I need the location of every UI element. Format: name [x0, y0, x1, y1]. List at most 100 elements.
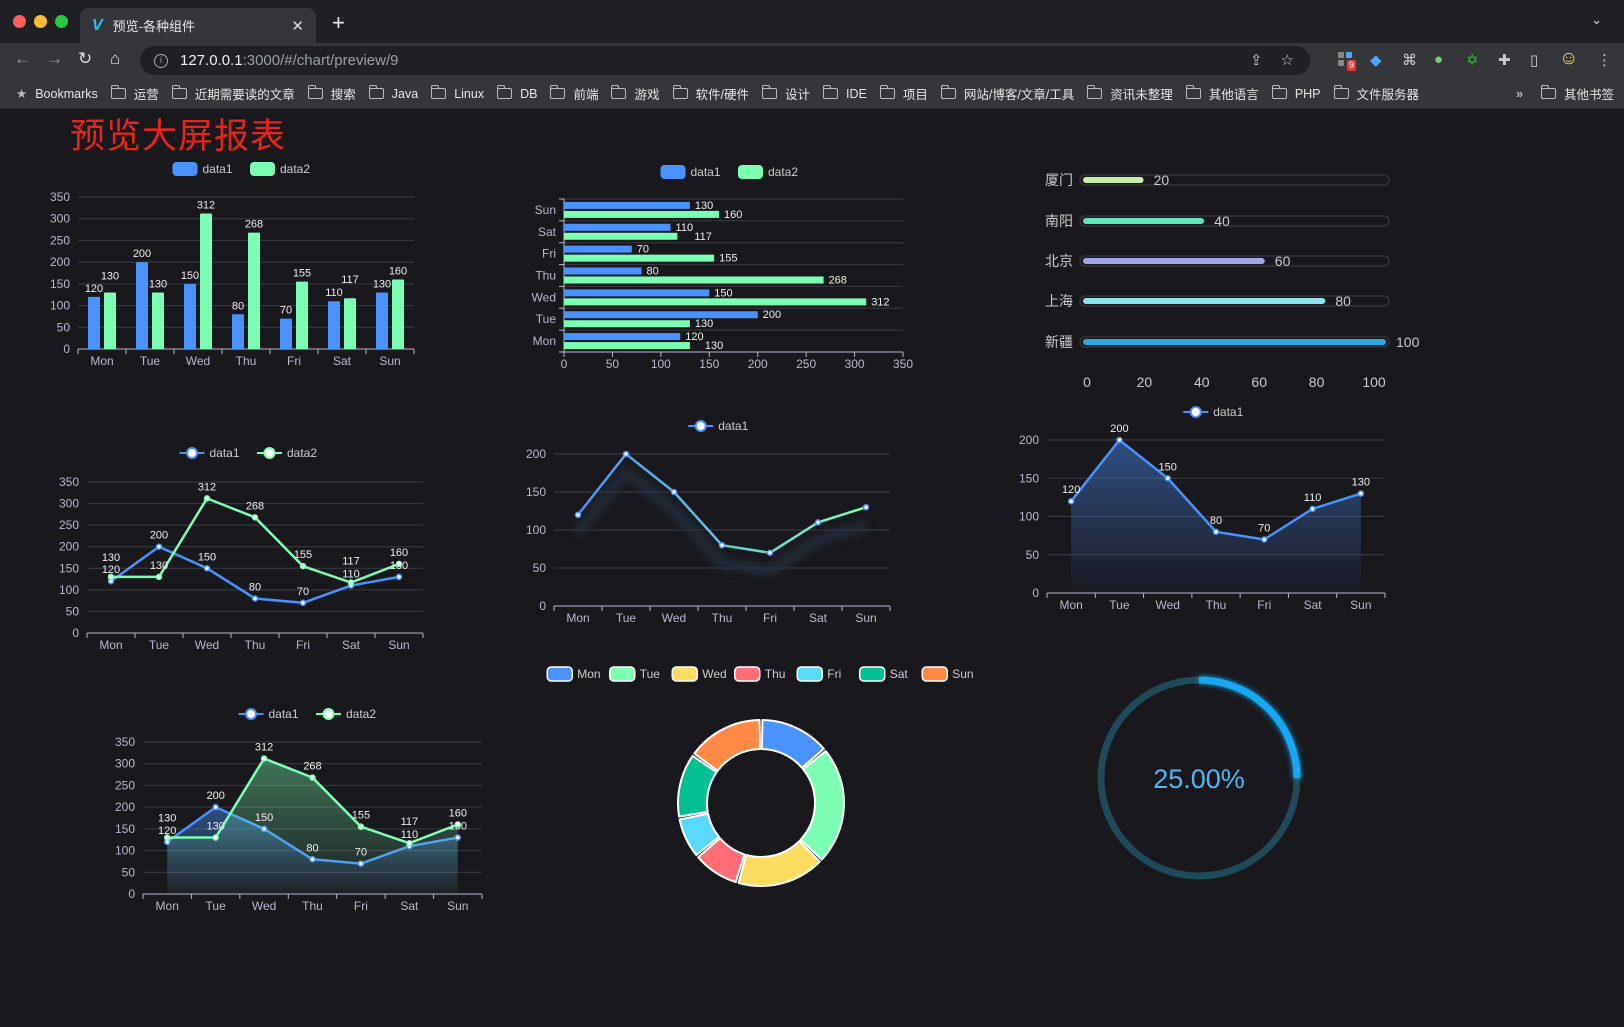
- legend-item[interactable]: Thu: [734, 666, 786, 682]
- bookmark-folder[interactable]: 近期需要读的文章: [171, 84, 295, 103]
- bookmark-folder[interactable]: 网站/博客/文章/工具: [940, 84, 1074, 103]
- site-info-icon[interactable]: i: [154, 53, 168, 68]
- legend-item[interactable]: data1: [179, 446, 240, 460]
- command-extension-icon[interactable]: ⌘: [1402, 52, 1417, 69]
- data-label: 150: [255, 812, 273, 824]
- bookmarks-overflow-button[interactable]: »: [1516, 86, 1523, 101]
- star-extension-icon[interactable]: ✡: [1466, 52, 1479, 69]
- x-tick-label: 150: [699, 357, 719, 371]
- forward-icon[interactable]: →: [46, 49, 63, 68]
- bookmark-folder[interactable]: DB: [497, 84, 537, 103]
- x-tick-label: Thu: [302, 899, 323, 913]
- legend-item[interactable]: data2: [316, 707, 376, 721]
- folder-icon: [1271, 85, 1287, 99]
- profile-avatar[interactable]: ☺: [1559, 48, 1579, 69]
- y-tick-label: 200: [526, 447, 546, 461]
- legend-item[interactable]: Sun: [921, 666, 974, 682]
- y-tick-label: 100: [1019, 510, 1039, 524]
- legend-item[interactable]: data2: [257, 446, 317, 460]
- share-icon[interactable]: ⇪: [1249, 52, 1263, 69]
- legend-item[interactable]: data1: [238, 707, 299, 721]
- legend-label: Sun: [952, 667, 973, 681]
- reload-icon[interactable]: ↻: [78, 49, 93, 68]
- bookmark-folder[interactable]: IDE: [823, 84, 867, 103]
- bookmark-folder[interactable]: Java: [368, 84, 418, 103]
- legend-item[interactable]: data1: [1183, 405, 1244, 419]
- category-label: 厦门: [1045, 172, 1073, 188]
- bookmark-folder[interactable]: PHP: [1271, 84, 1321, 103]
- bookmark-folder[interactable]: 项目: [879, 84, 928, 103]
- other-bookmarks-folder[interactable]: 其他书签: [1540, 84, 1614, 103]
- line-shadow: [573, 463, 868, 578]
- bar: [564, 333, 681, 341]
- x-tick-label: 50: [606, 357, 620, 371]
- category-label: 新疆: [1045, 334, 1073, 350]
- legend-label: Fri: [827, 667, 841, 681]
- data-label: 160: [449, 808, 467, 820]
- legend-item[interactable]: Mon: [546, 666, 601, 682]
- y-tick-label: 0: [1032, 586, 1039, 600]
- bookmark-folder[interactable]: 资讯未整理: [1087, 84, 1173, 103]
- progress-bar-fill: [1083, 298, 1326, 304]
- minimize-window-button[interactable]: [34, 15, 47, 28]
- bookmark-folder[interactable]: 设计: [761, 84, 810, 103]
- bar: [136, 262, 148, 349]
- address-bar[interactable]: i 127.0.0.1:3000/#/chart/preview/9 ⇪ ☆: [140, 46, 1310, 75]
- home-icon[interactable]: ⌂: [110, 49, 121, 68]
- legend-item[interactable]: Sat: [859, 666, 909, 682]
- legend-item[interactable]: data1: [688, 419, 749, 433]
- data-label: 130: [695, 200, 713, 212]
- bookmark-star-icon[interactable]: ☆: [1280, 52, 1294, 69]
- bookmarks-button[interactable]: ★ Bookmarks: [16, 86, 98, 102]
- data-point: [1357, 490, 1365, 497]
- legend-item[interactable]: data1: [172, 162, 233, 176]
- x-tick-label: Fri: [287, 354, 301, 368]
- browser-menu-icon[interactable]: ⋮: [1597, 52, 1612, 69]
- bookmark-folder[interactable]: 软件/硬件: [672, 84, 749, 103]
- x-tick-label: Fri: [296, 638, 310, 652]
- bookmark-folder[interactable]: 其他语言: [1185, 84, 1259, 103]
- close-window-button[interactable]: [13, 15, 26, 28]
- new-tab-button[interactable]: +: [332, 10, 345, 35]
- close-tab-icon[interactable]: ✕: [291, 17, 304, 35]
- extensions-puzzle-icon[interactable]: ✚: [1498, 52, 1511, 69]
- data-label: 150: [198, 551, 216, 563]
- data-point: [1116, 436, 1123, 444]
- legend-item[interactable]: data2: [250, 162, 310, 176]
- data-label: 200: [133, 248, 151, 260]
- legend-item[interactable]: Wed: [671, 666, 727, 682]
- data-label: 70: [1258, 522, 1270, 534]
- value-label: 60: [1275, 253, 1291, 269]
- browser-tab[interactable]: V 预览-各种组件 ✕: [80, 8, 316, 43]
- legend-item[interactable]: Fri: [796, 666, 841, 682]
- x-tick-label: Sat: [400, 899, 419, 913]
- legend-item[interactable]: Tue: [609, 666, 661, 682]
- bar: [344, 298, 356, 349]
- bookmark-folder[interactable]: 文件服务器: [1333, 84, 1419, 103]
- x-tick-label: 350: [893, 357, 913, 371]
- bookmark-folder[interactable]: 运营: [110, 84, 159, 103]
- bookmark-folder[interactable]: 前端: [550, 84, 598, 103]
- x-tick-label: Tue: [206, 899, 227, 913]
- data-point: [107, 573, 115, 581]
- bookmark-folder[interactable]: Linux: [431, 84, 484, 103]
- tab-search-chevron-icon[interactable]: ⌄: [1591, 12, 1602, 27]
- circle-extension-icon[interactable]: ●: [1434, 51, 1444, 68]
- y-tick-label: Fri: [542, 247, 556, 261]
- extension-grid-icon[interactable]: 9: [1338, 52, 1357, 71]
- bookmark-folder[interactable]: 游戏: [611, 84, 660, 103]
- x-tick-label: Fri: [1257, 598, 1271, 612]
- gem-extension-icon[interactable]: ◆: [1370, 52, 1382, 69]
- side-panel-icon[interactable]: ▯: [1530, 52, 1539, 69]
- legend-item[interactable]: data2: [738, 165, 798, 179]
- bookmark-folder[interactable]: 搜索: [307, 84, 356, 103]
- bar: [232, 314, 244, 349]
- data-label: 120: [1062, 484, 1080, 496]
- y-tick-label: 300: [115, 757, 135, 771]
- data-label: 200: [150, 530, 168, 542]
- maximize-window-button[interactable]: [55, 15, 68, 28]
- bar: [564, 210, 719, 218]
- legend-item[interactable]: data1: [660, 165, 721, 179]
- back-icon[interactable]: ←: [14, 49, 31, 68]
